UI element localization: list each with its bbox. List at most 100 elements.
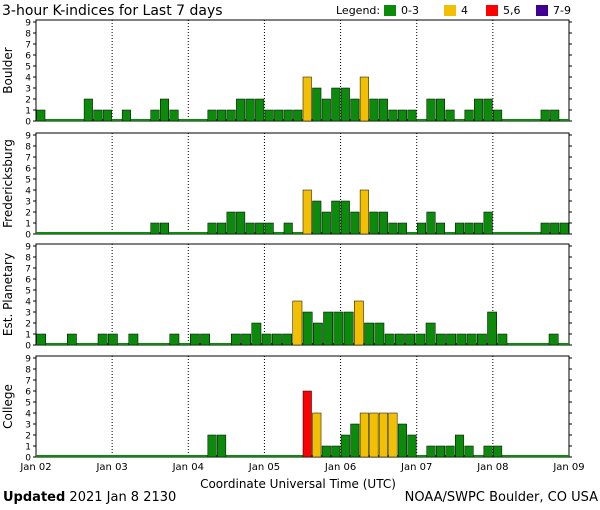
x-axis-label: Coordinate Universal Time (UTC): [200, 477, 396, 491]
kp-bar: [446, 333, 456, 346]
kp-bar: [217, 434, 227, 458]
kp-bar: [207, 434, 217, 458]
kp-bar: [374, 322, 385, 346]
kp-bar: [150, 222, 160, 235]
kp-bar: [407, 434, 417, 458]
y-tick-label: 2: [25, 320, 31, 330]
kp-bar: [550, 109, 560, 122]
legend-swatch: [444, 5, 456, 16]
kp-bar: [236, 211, 246, 235]
y-tick-label: 7: [25, 265, 31, 275]
kp-bar: [121, 109, 131, 122]
kp-bar: [190, 333, 200, 346]
y-tick-label: 4: [25, 74, 31, 84]
kp-bar: [283, 222, 293, 235]
kp-bar: [321, 98, 331, 122]
kp-bar: [416, 222, 426, 235]
kp-bar: [302, 189, 312, 235]
kp-bar: [312, 87, 322, 122]
kp-bar: [292, 300, 303, 346]
kp-bar: [245, 98, 255, 122]
y-tick-label: 8: [25, 30, 31, 40]
kp-bar: [321, 445, 331, 458]
kp-bar: [559, 222, 569, 235]
updated-value: 2021 Jan 8 2130: [69, 490, 177, 505]
kp-bar: [436, 333, 446, 346]
kp-bar: [369, 412, 379, 458]
kp-bar: [343, 311, 354, 346]
y-tick-label: 3: [25, 309, 31, 319]
y-tick-label: 5: [25, 399, 31, 409]
kp-bar: [36, 109, 46, 122]
kp-bar: [255, 98, 265, 122]
kp-bar: [426, 445, 436, 458]
panel-label: College: [1, 384, 15, 429]
kp-bar: [378, 412, 388, 458]
kp-bar: [340, 87, 350, 122]
y-tick-label: 7: [25, 377, 31, 387]
kp-bar: [321, 211, 331, 235]
legend-swatch: [536, 5, 548, 16]
kp-bar: [540, 109, 550, 122]
kp-bar: [483, 98, 493, 122]
x-tick-label: Jan 06: [324, 462, 356, 473]
y-tick-label: 8: [25, 254, 31, 264]
y-tick-label: 9: [25, 19, 31, 29]
kp-bar: [226, 211, 236, 235]
kp-bar: [384, 333, 395, 346]
footer-source: NOAA/SWPC Boulder, CO USA: [404, 490, 598, 505]
kp-bar: [425, 322, 436, 346]
kp-bar: [340, 200, 350, 235]
kp-bar: [388, 109, 398, 122]
panels: 0123456789Boulder0123456789Fredericksbur…: [1, 19, 572, 464]
y-tick-label: 5: [25, 63, 31, 73]
kp-bar: [36, 333, 46, 346]
kp-bar: [217, 222, 227, 235]
kp-bar: [245, 222, 255, 235]
kp-bar: [359, 412, 369, 458]
kp-bar: [354, 300, 364, 346]
kp-bar: [445, 109, 455, 122]
kp-bar: [359, 189, 369, 235]
kp-bar: [241, 333, 251, 346]
x-tick-label: Jan 07: [400, 462, 432, 473]
kp-bar: [283, 109, 293, 122]
kp-bar: [436, 445, 446, 458]
kp-bar: [312, 200, 322, 235]
y-tick-label: 9: [25, 243, 31, 253]
kp-bar: [159, 98, 170, 122]
kp-bar: [312, 412, 322, 458]
kp-bar: [333, 311, 344, 346]
y-tick-label: 2: [25, 96, 31, 106]
kp-bar: [493, 109, 503, 122]
kp-bar: [397, 222, 407, 235]
legend-label: 4: [461, 4, 468, 17]
y-tick-label: 5: [25, 287, 31, 297]
y-tick-label: 5: [25, 176, 31, 186]
y-tick-label: 2: [25, 209, 31, 219]
legend-swatch: [384, 5, 396, 16]
kp-bar: [388, 222, 398, 235]
kp-bar: [231, 333, 241, 346]
kp-bar: [340, 434, 350, 458]
kp-bar: [323, 311, 333, 346]
kp-bar: [415, 333, 426, 346]
kp-bar: [426, 98, 436, 122]
x-tick-label: Jan 04: [172, 462, 204, 473]
kp-bar: [150, 109, 160, 122]
kp-bar: [426, 211, 436, 235]
kp-bar: [445, 445, 455, 458]
kp-bar: [378, 211, 388, 235]
kp-bar: [331, 87, 341, 122]
kp-bar: [407, 109, 417, 122]
y-tick-label: 6: [25, 52, 31, 62]
y-tick-label: 1: [25, 443, 31, 453]
kp-bar: [272, 333, 282, 346]
y-tick-label: 1: [25, 107, 31, 117]
y-tick-label: 4: [25, 410, 31, 420]
kp-bar: [455, 434, 465, 458]
kp-bar: [464, 445, 474, 458]
legend: Legend: 0-3 4 5,6 7-9: [336, 4, 571, 17]
x-tick-label: Jan 08: [476, 462, 508, 473]
